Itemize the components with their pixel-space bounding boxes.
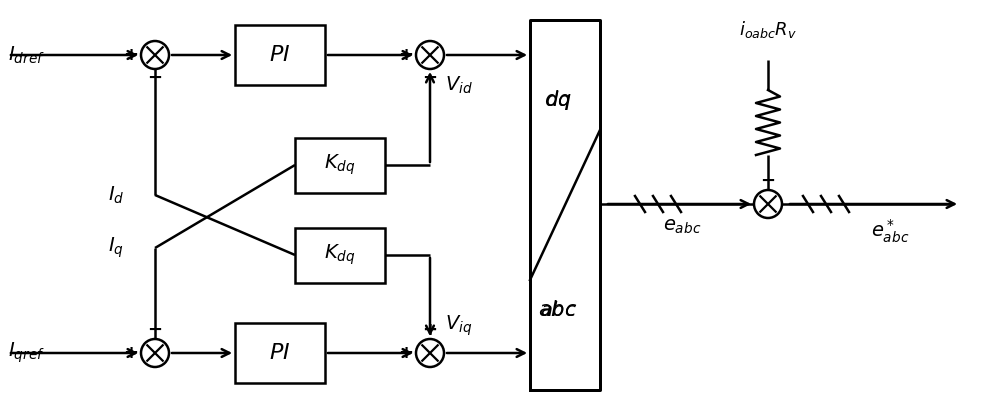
Text: $abc$: $abc$ — [538, 300, 578, 320]
Text: $e^*_{abc}$: $e^*_{abc}$ — [871, 218, 909, 245]
Bar — [295, 228, 385, 282]
Text: +: + — [422, 321, 438, 339]
Text: +: + — [398, 46, 414, 64]
Text: $K_{dq}$: $K_{dq}$ — [324, 153, 356, 177]
Text: +: + — [398, 344, 414, 362]
Text: $I_d$: $I_d$ — [108, 184, 124, 206]
Text: $V_{id}$: $V_{id}$ — [445, 75, 473, 96]
Text: $I_q$: $I_q$ — [108, 236, 124, 260]
Circle shape — [141, 41, 169, 69]
Circle shape — [416, 339, 444, 367]
Text: $abc$: $abc$ — [540, 301, 576, 319]
Text: −: − — [760, 172, 776, 190]
Text: $dq$: $dq$ — [544, 88, 572, 112]
Text: $I_{qref}$: $I_{qref}$ — [8, 341, 45, 365]
Bar — [295, 137, 385, 193]
Text: $PI$: $PI$ — [269, 342, 291, 364]
Text: $K_{dq}$: $K_{dq}$ — [324, 243, 356, 267]
Text: $e_{abc}$: $e_{abc}$ — [663, 218, 701, 236]
Bar — [235, 25, 325, 85]
Bar — [235, 323, 325, 383]
Text: $PI$: $PI$ — [269, 44, 291, 66]
Text: $i_{oabc}R_v$: $i_{oabc}R_v$ — [739, 19, 797, 40]
Circle shape — [416, 41, 444, 69]
Text: −: − — [147, 321, 163, 339]
Circle shape — [141, 339, 169, 367]
Text: +: + — [124, 344, 138, 362]
Text: −: − — [422, 69, 438, 87]
Text: −: − — [147, 69, 163, 87]
Text: $I_{dref}$: $I_{dref}$ — [8, 44, 45, 66]
Text: $dq$: $dq$ — [545, 89, 571, 111]
Text: $V_{iq}$: $V_{iq}$ — [445, 313, 472, 338]
Text: +: + — [124, 46, 138, 64]
Circle shape — [754, 190, 782, 218]
